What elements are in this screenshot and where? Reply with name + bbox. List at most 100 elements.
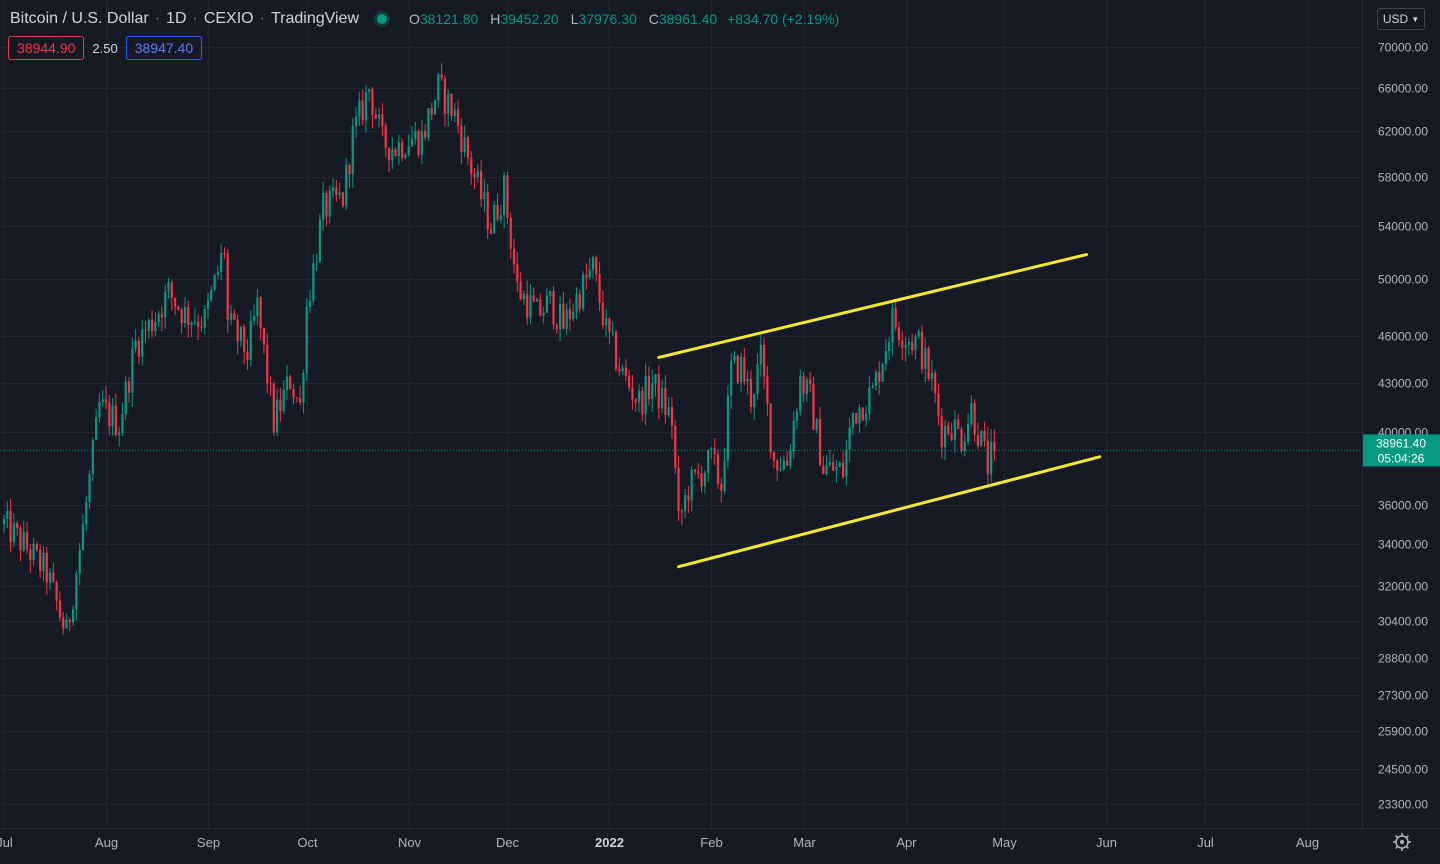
candle-body <box>792 420 795 452</box>
candle-body <box>239 326 243 342</box>
candle-body <box>907 341 910 345</box>
candle-body <box>223 253 226 255</box>
trendline[interactable] <box>677 455 1102 569</box>
trendlines[interactable] <box>657 253 1102 569</box>
sell-price-button[interactable]: 38944.90 <box>8 36 85 60</box>
candle-body <box>766 376 769 404</box>
y-tick-label: 28800.00 <box>1378 652 1428 666</box>
candle-body <box>335 187 338 195</box>
settings-gear-icon[interactable] <box>1393 833 1411 851</box>
candle-body <box>529 295 532 318</box>
candle-body <box>371 89 374 115</box>
candle-body <box>838 462 841 468</box>
buy-price-button[interactable]: 38947.40 <box>125 36 203 60</box>
x-tick-label: 2022 <box>595 835 624 850</box>
currency-selector[interactable]: USD ▼ <box>1377 8 1425 30</box>
x-tick-label: Oct <box>297 835 318 850</box>
candle-body <box>539 299 542 316</box>
candle-body <box>914 336 917 351</box>
candle-body <box>279 399 282 412</box>
candle-body <box>828 462 831 466</box>
ohlc-values: O38121.80 H39452.20 L37976.30 C38961.40 … <box>409 11 839 27</box>
candle-body <box>664 388 667 415</box>
candle-body <box>141 329 144 357</box>
candle-body <box>2 518 6 525</box>
candle-body <box>164 291 167 318</box>
candle-body <box>252 316 256 321</box>
y-tick-label: 70000.00 <box>1378 41 1428 55</box>
candle-body <box>134 340 137 349</box>
candle-body <box>345 164 348 206</box>
candle-body <box>118 432 121 436</box>
candle-body <box>6 510 9 519</box>
interval[interactable]: 1D <box>166 10 187 27</box>
candle-body <box>595 257 598 274</box>
candle-body <box>532 295 535 302</box>
candle-body <box>354 116 358 127</box>
x-tick-label: Jun <box>1096 835 1117 850</box>
quote-row: 38944.90 2.50 38947.40 <box>8 36 203 60</box>
candle-body <box>157 314 160 322</box>
candle-body <box>174 297 177 307</box>
candle-body <box>9 510 12 543</box>
candle-body <box>216 272 219 275</box>
candle-body <box>874 372 878 387</box>
candle-body <box>391 149 394 161</box>
candle-body <box>628 375 631 388</box>
candle-body <box>637 390 641 403</box>
low-value: 37976.30 <box>578 11 637 27</box>
candle-body <box>957 419 960 430</box>
candle-body <box>670 407 674 426</box>
candle-body <box>361 100 364 121</box>
candle-body <box>848 427 851 450</box>
candle-body <box>213 274 216 290</box>
candle-body <box>39 549 42 571</box>
high-key: H <box>490 11 501 27</box>
high-value: 39452.20 <box>500 11 559 27</box>
candle-body <box>769 403 772 453</box>
candle-body <box>65 619 68 629</box>
candle-body <box>535 299 539 302</box>
y-tick-label: 46000.00 <box>1378 330 1428 344</box>
candle-body <box>795 411 799 421</box>
candle-body <box>953 419 957 440</box>
candle-body <box>618 369 621 372</box>
price-axis[interactable]: 70000.00 66000.00 62000.00 58000.00 54000.00… <box>1378 41 1428 812</box>
candle-body <box>983 430 986 441</box>
candle-body <box>315 261 318 264</box>
candle-body <box>644 375 647 415</box>
candle-body <box>897 327 901 341</box>
candle-body <box>48 572 52 583</box>
y-tick-label: 50000.00 <box>1378 273 1428 287</box>
candle-body <box>71 609 75 623</box>
candle-body <box>410 138 414 147</box>
candle-body <box>749 378 753 407</box>
candle-body <box>496 204 499 220</box>
time-axis[interactable]: Jul Aug Sep Oct Nov Dec 2022 Feb Mar Apr May Jun Jul… <box>0 835 1319 850</box>
candle-body <box>651 383 654 399</box>
candle-body <box>358 100 361 117</box>
candle-body <box>555 324 558 330</box>
candle-body <box>243 326 246 353</box>
candle-body <box>667 407 670 415</box>
candle-body <box>966 423 970 442</box>
change-value: +834.70 (+2.19%) <box>727 11 840 27</box>
x-tick-label: Sep <box>197 835 220 850</box>
candle-body <box>101 399 104 403</box>
candle-body <box>657 374 660 409</box>
candle-body <box>414 131 417 139</box>
candle-body <box>746 378 749 382</box>
candle-body <box>684 495 687 512</box>
candle-body <box>177 306 180 310</box>
candle-body <box>598 273 601 303</box>
candle-body <box>226 253 229 320</box>
candle-body <box>384 125 387 148</box>
trendline[interactable] <box>657 253 1089 359</box>
candle-body <box>963 441 966 451</box>
candle-body <box>295 397 298 399</box>
symbol-name[interactable]: Bitcoin / U.S. Dollar <box>10 10 149 27</box>
candle-body <box>338 192 341 195</box>
x-tick-label: Jul <box>1197 835 1214 850</box>
candle-body <box>328 190 331 217</box>
